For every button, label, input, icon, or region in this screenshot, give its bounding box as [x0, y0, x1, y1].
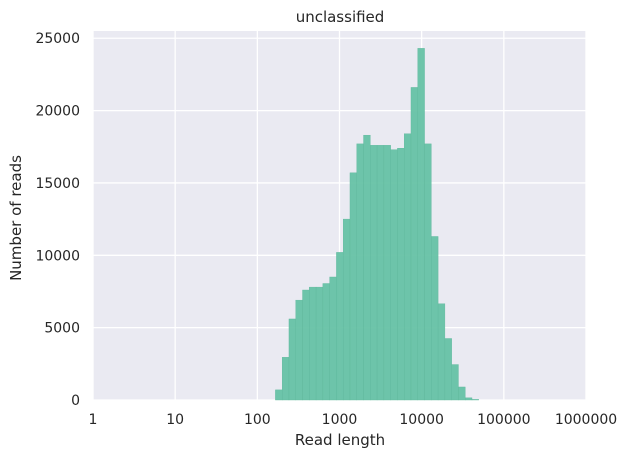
histogram-bar	[458, 386, 466, 401]
histogram-bar	[397, 148, 405, 401]
histogram-bar	[295, 299, 303, 401]
histogram-bar	[288, 318, 296, 401]
y-tick-labels: 0 5000 10000 15000 20000 25000	[35, 31, 80, 409]
histogram-bar	[356, 143, 364, 401]
histogram-bar	[309, 286, 317, 401]
histogram-bar	[275, 389, 283, 401]
y-tick-label: 5000	[44, 321, 80, 337]
histogram-bar	[437, 303, 446, 401]
x-tick-label: 100	[244, 412, 271, 428]
x-tick-label: 1000000	[555, 412, 617, 428]
histogram-bar	[336, 252, 344, 401]
histogram-bar	[465, 397, 473, 401]
histogram-bar	[471, 399, 479, 401]
histogram-bar	[444, 338, 452, 401]
histogram-bar	[329, 276, 337, 401]
histogram-bar	[342, 218, 351, 401]
histogram-bar	[431, 236, 439, 401]
histogram-bar	[404, 133, 412, 401]
histogram-bar	[349, 172, 357, 401]
chart-title: unclassified	[296, 8, 385, 26]
histogram-bar	[451, 364, 459, 401]
histogram-bar	[363, 134, 371, 401]
x-tick-label: 100000	[477, 412, 530, 428]
x-axis-label: Read length	[295, 431, 385, 449]
y-tick-label: 25000	[35, 31, 80, 47]
histogram-bar	[322, 283, 330, 401]
histogram-bar	[302, 289, 310, 401]
histogram-bar	[370, 145, 378, 401]
histogram-bar	[281, 357, 290, 401]
y-tick-label: 20000	[35, 104, 80, 120]
y-tick-label: 0	[71, 393, 80, 409]
x-tick-labels: 1 10 100 1000 10000 100000 1000000	[89, 412, 618, 428]
histogram-bar	[410, 87, 418, 401]
bars	[275, 48, 479, 401]
histogram-bar	[424, 143, 432, 401]
x-tick-label: 10000	[399, 412, 444, 428]
histogram-bar	[390, 149, 398, 401]
histogram-bar	[376, 145, 385, 401]
x-tick-label: 10	[166, 412, 184, 428]
x-tick-label: 1000	[322, 412, 358, 428]
x-tick-label: 1	[89, 412, 98, 428]
y-axis-label: Number of reads	[7, 155, 25, 281]
histogram-bar	[417, 48, 425, 401]
histogram-bar	[315, 286, 324, 401]
y-tick-label: 15000	[35, 176, 80, 192]
y-tick-label: 10000	[35, 248, 80, 264]
histogram-bar	[383, 145, 391, 401]
